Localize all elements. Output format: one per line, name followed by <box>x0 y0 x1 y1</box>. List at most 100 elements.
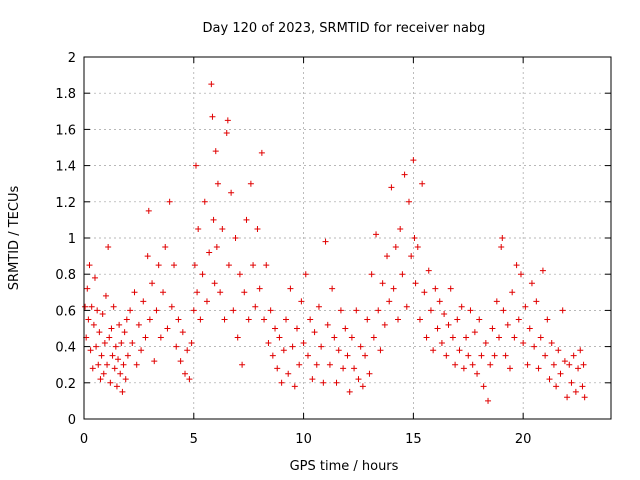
data-point <box>568 379 575 386</box>
data-point <box>99 311 106 318</box>
data-point <box>179 329 186 336</box>
data-point <box>87 347 94 354</box>
y-tick-label: 2 <box>68 51 76 66</box>
data-point <box>445 321 452 328</box>
data-point <box>416 316 423 323</box>
data-point <box>129 339 136 346</box>
data-point <box>221 316 228 323</box>
data-point <box>122 376 129 383</box>
data-point <box>82 303 89 310</box>
data-points <box>82 81 588 404</box>
data-point <box>106 334 113 341</box>
data-point <box>267 307 274 314</box>
data-point <box>302 271 309 278</box>
data-point <box>93 343 100 350</box>
data-point <box>337 307 344 314</box>
data-point <box>269 352 276 359</box>
data-point <box>153 307 160 314</box>
data-point <box>333 379 340 386</box>
data-point <box>241 289 248 296</box>
data-point <box>524 361 531 368</box>
data-point <box>208 81 215 88</box>
plot-frame <box>83 56 612 420</box>
data-point <box>234 334 241 341</box>
data-point <box>355 376 362 383</box>
data-point <box>168 303 175 310</box>
data-point <box>526 325 533 332</box>
data-point <box>261 316 268 323</box>
data-point <box>307 316 314 323</box>
y-tick-label: 0 <box>68 413 76 428</box>
data-point <box>304 352 311 359</box>
data-point <box>375 307 382 314</box>
data-point <box>280 347 287 354</box>
data-point <box>570 352 577 359</box>
data-point <box>320 379 327 386</box>
data-point <box>197 316 204 323</box>
data-point <box>386 298 393 305</box>
data-point <box>102 292 109 299</box>
data-point <box>509 289 516 296</box>
data-point <box>110 303 117 310</box>
data-point <box>118 339 125 346</box>
data-point <box>471 329 478 336</box>
data-point <box>390 285 397 292</box>
data-point <box>513 262 520 269</box>
data-point <box>298 298 305 305</box>
data-point <box>146 316 153 323</box>
data-point <box>469 361 476 368</box>
data-point <box>517 271 524 278</box>
data-point <box>309 376 316 383</box>
data-point <box>186 376 193 383</box>
data-point <box>544 316 551 323</box>
data-point <box>384 253 391 260</box>
data-point <box>548 339 555 346</box>
data-point <box>96 329 103 336</box>
data-point <box>456 347 463 354</box>
data-point <box>546 376 553 383</box>
data-point <box>285 370 292 377</box>
data-point <box>432 285 439 292</box>
data-point <box>123 316 130 323</box>
y-tick-label: 1 <box>68 232 76 247</box>
data-point <box>454 316 461 323</box>
data-point <box>496 334 503 341</box>
data-point <box>436 298 443 305</box>
data-point <box>329 285 336 292</box>
data-point <box>474 370 481 377</box>
data-point <box>315 303 322 310</box>
data-point <box>252 303 259 310</box>
data-point <box>403 303 410 310</box>
data-point <box>340 365 347 372</box>
data-point <box>256 285 263 292</box>
data-point <box>258 149 265 156</box>
data-point <box>138 347 145 354</box>
data-point <box>239 361 246 368</box>
data-point <box>104 361 111 368</box>
data-point <box>364 316 371 323</box>
data-point <box>344 352 351 359</box>
data-point <box>414 244 421 251</box>
data-point <box>203 298 210 305</box>
data-point <box>283 316 290 323</box>
data-point <box>482 339 489 346</box>
x-tick-label: 5 <box>190 432 198 447</box>
data-point <box>401 171 408 178</box>
data-point <box>550 361 557 368</box>
data-point <box>487 361 494 368</box>
data-point <box>116 321 123 328</box>
data-point <box>142 334 149 341</box>
data-point <box>210 216 217 223</box>
data-point <box>133 361 140 368</box>
data-point <box>359 383 366 390</box>
data-point <box>293 325 300 332</box>
data-point <box>211 280 218 287</box>
data-point <box>313 361 320 368</box>
data-point <box>212 148 219 155</box>
data-point <box>381 321 388 328</box>
grid-lines <box>84 57 611 419</box>
data-point <box>109 352 116 359</box>
data-point <box>425 267 432 274</box>
data-point <box>190 307 197 314</box>
